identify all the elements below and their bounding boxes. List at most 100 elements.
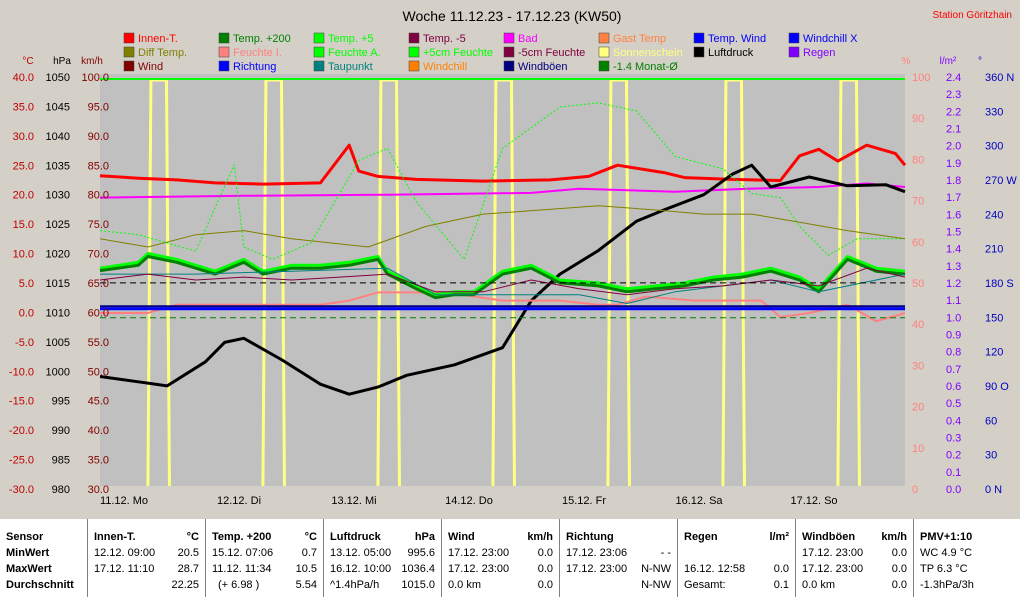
- stats-temp200: Temp. +200 °C 15.12. 07:06 0.7 11.12. 11:3…: [206, 519, 324, 597]
- tick-wind_kmh-4: 80.0: [88, 190, 109, 202]
- tick-humidity_pct-10: 0: [912, 484, 918, 496]
- label-max: MaxWert: [6, 563, 52, 575]
- tick-temp_c-1: 35.0: [13, 101, 34, 113]
- unit-wind_kmh: km/h: [81, 56, 103, 67]
- tick-wind_kmh-3: 85.0: [88, 160, 109, 172]
- tick-direction-10: 60: [985, 415, 997, 427]
- series-feuchte-a: [99, 102, 905, 260]
- richtung-title: Richtung: [566, 531, 614, 543]
- label-avg: Durchschnitt: [6, 579, 74, 591]
- tick-temp_c-4: 20.0: [13, 190, 34, 202]
- tick-humidity_pct-7: 30: [912, 360, 924, 372]
- x-tick-4: 15.12. Fr: [562, 495, 606, 507]
- boen-max: 0.0: [891, 563, 907, 575]
- tick-temp_c-10: -10.0: [9, 366, 34, 378]
- unit-temp_c: °C: [22, 56, 33, 67]
- regen-max: 0.0: [773, 563, 789, 575]
- tick-pressure_hpa-6: 1020: [46, 249, 70, 261]
- tick-rain_lm2-23: 0.1: [946, 467, 961, 479]
- luft-min: 995.6: [407, 547, 435, 559]
- stats-row-labels: Sensor MinWert MaxWert Durchschnitt: [0, 519, 88, 597]
- temp200-unit: °C: [304, 531, 317, 543]
- tick-wind_kmh-7: 65.0: [88, 278, 109, 290]
- series-taupunkt: [100, 267, 906, 304]
- legend: Innen-T. Temp. +200 Temp. +5 Temp. -5 Bad Gas…: [123, 32, 858, 73]
- tick-pressure_hpa-13: 985: [52, 455, 70, 467]
- tick-rain_lm2-13: 1.1: [946, 295, 961, 307]
- tick-temp_c-3: 25.0: [13, 160, 34, 172]
- pmv-title: PMV+1:10: [920, 531, 973, 543]
- legend-label-diff-temp: Diff Temp.: [138, 47, 187, 59]
- boen-title: Windböen: [802, 531, 856, 543]
- x-tick-2: 13.12. Mi: [331, 495, 376, 507]
- tick-humidity_pct-8: 20: [912, 402, 924, 414]
- regen-avg-note: Gesamt:: [684, 579, 726, 591]
- legend-label-gast-temp: Gast Temp: [613, 33, 666, 45]
- tick-temp_c-0: 40.0: [13, 72, 34, 84]
- tick-rain_lm2-0: 2.4: [946, 72, 961, 84]
- tick-humidity_pct-2: 80: [912, 154, 924, 166]
- tick-pressure_hpa-2: 1040: [46, 131, 70, 143]
- innen-min: 20.5: [177, 547, 199, 559]
- plot-area: [100, 74, 905, 486]
- legend-label-windchill: Windchill: [423, 61, 467, 73]
- wind-avg-note: 0.0 km: [448, 579, 482, 591]
- tick-temp_c-6: 10.0: [13, 249, 34, 261]
- boen-min: 0.0: [891, 547, 907, 559]
- richtung-min-time: 17.12. 23:06: [566, 547, 628, 559]
- innen-unit: °C: [186, 531, 199, 543]
- tick-temp_c-13: -25.0: [9, 455, 34, 467]
- luft-unit: hPa: [414, 531, 435, 543]
- unit-pressure_hpa: hPa: [53, 56, 71, 67]
- legend-swatch-1-4-monat: [598, 60, 610, 72]
- luft-max: 1036.4: [401, 563, 435, 575]
- richtung-max: N-NW: [641, 563, 671, 575]
- chart-title: Woche 11.12.23 - 17.12.23 (KW50): [403, 8, 622, 24]
- wind-avg: 0.0: [537, 579, 553, 591]
- richtung-min: - -: [660, 547, 671, 559]
- legend-swatch-wind: [123, 60, 135, 72]
- tick-rain_lm2-20: 0.4: [946, 415, 961, 427]
- x-tick-0: 11.12. Mo: [100, 495, 148, 507]
- legend-label-5cm-feuchte: -5cm Feuchte: [518, 47, 585, 59]
- stats-windboeen: Windböen km/h 17.12. 23:00 0.0 17.12. 23:0…: [796, 519, 914, 597]
- wind-title: Wind: [448, 531, 475, 543]
- tick-wind_kmh-11: 45.0: [88, 396, 109, 408]
- legend-label-temp-200: Temp. +200: [233, 33, 291, 45]
- tick-humidity_pct-4: 60: [912, 237, 924, 249]
- tick-wind_kmh-0: 100.0: [81, 72, 109, 84]
- temp200-min-time: 15.12. 07:06: [212, 547, 274, 559]
- boen-avg-note: 0.0 km: [802, 579, 836, 591]
- tick-humidity_pct-3: 70: [912, 196, 924, 208]
- innen-avg: 22.25: [171, 579, 199, 591]
- wind-min: 0.0: [537, 547, 553, 559]
- tick-pressure_hpa-1: 1045: [46, 101, 70, 113]
- legend-swatch-windb-en: [503, 60, 515, 72]
- tick-pressure_hpa-9: 1005: [46, 337, 70, 349]
- tick-rain_lm2-5: 1.9: [946, 158, 961, 170]
- richtung-avg: N-NW: [641, 579, 671, 591]
- temp200-max-time: 11.12. 11:34: [212, 563, 272, 575]
- legend-label-feuchte-i: Feuchte I.: [233, 47, 282, 59]
- tick-temp_c-11: -15.0: [9, 396, 34, 408]
- tick-rain_lm2-4: 2.0: [946, 141, 961, 153]
- tick-rain_lm2-10: 1.4: [946, 244, 961, 256]
- tick-rain_lm2-6: 1.8: [946, 175, 961, 187]
- tick-temp_c-2: 30.0: [13, 131, 34, 143]
- label-sensor: Sensor: [6, 531, 44, 543]
- regen-unit: l/m²: [769, 531, 789, 543]
- legend-label-innen-t: Innen-T.: [138, 33, 178, 45]
- legend-swatch-bad: [503, 32, 515, 44]
- pmv-trend: -1.3hPa/3h: [920, 579, 974, 591]
- tick-direction-1: 330: [985, 106, 1003, 118]
- legend-swatch-taupunkt: [313, 60, 325, 72]
- tick-pressure_hpa-0: 1050: [46, 72, 70, 84]
- temp200-min: 0.7: [301, 547, 317, 559]
- tick-rain_lm2-22: 0.2: [946, 450, 961, 462]
- legend-swatch-diff-temp: [123, 46, 135, 58]
- legend-label-wind: Wind: [138, 61, 163, 73]
- tick-pressure_hpa-4: 1030: [46, 190, 70, 202]
- statistics-panel: Sensor MinWert MaxWert Durchschnitt Inne…: [0, 519, 1020, 597]
- tick-pressure_hpa-7: 1015: [46, 278, 70, 290]
- tick-wind_kmh-2: 90.0: [88, 131, 109, 143]
